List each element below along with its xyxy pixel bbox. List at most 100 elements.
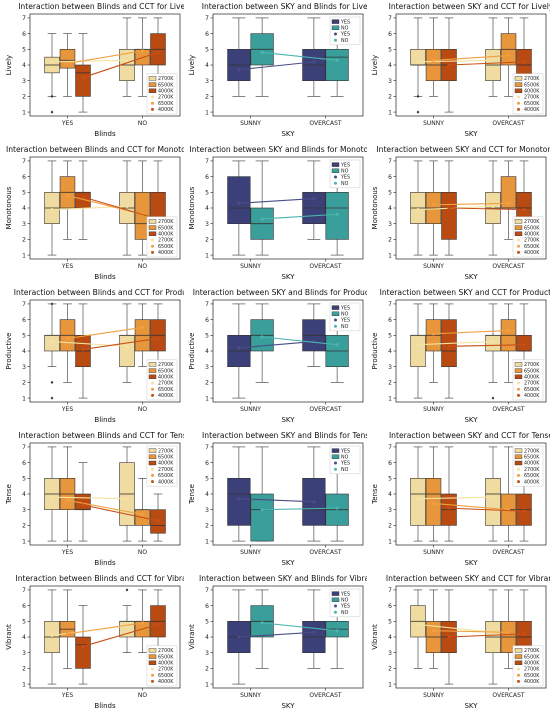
- mean-point-2700K: [416, 60, 420, 64]
- legend-label: 2700K: [524, 667, 540, 673]
- mean-point-4000K: [447, 506, 451, 510]
- mean-point-6500K: [506, 329, 511, 333]
- chart-panel: Interaction between SKY and CCT for Vibr…: [371, 574, 550, 710]
- legend-label: 6500K: [158, 368, 174, 374]
- legend-label: 4000K: [158, 250, 174, 256]
- box-6500K-SUNNY: [425, 17, 442, 97]
- x-tick-label: SUNNY: [240, 406, 261, 413]
- mean-point-4000K: [81, 347, 85, 352]
- box-NO-SUNNY: [250, 589, 274, 669]
- box-4000K-NO: [150, 303, 166, 384]
- box-YES-SUNNY: [227, 160, 251, 256]
- y-tick-label: 4: [388, 634, 392, 641]
- x-tick-label: OVERCAST: [492, 549, 524, 556]
- legend-label: YES: [340, 448, 350, 454]
- x-axis-label: SKY: [464, 559, 478, 567]
- mean-point-6500K: [65, 632, 70, 636]
- y-tick-label: 4: [22, 62, 26, 69]
- y-tick-label: 1: [205, 395, 209, 402]
- chart-title: Interaction between SKY and Blinds for P…: [193, 288, 367, 297]
- mean-point-YES: [237, 201, 241, 205]
- y-tick-label: 6: [205, 317, 209, 324]
- legend-label: YES: [340, 305, 350, 311]
- y-tick-label: 6: [205, 31, 209, 38]
- y-tick-label: 7: [22, 587, 26, 594]
- x-axis-label: SKY: [464, 130, 478, 138]
- mean-point-2700K: [125, 497, 129, 501]
- chart-panel: Interaction between Blinds and CCT for M…: [5, 145, 184, 281]
- y-tick-label: 7: [22, 15, 26, 22]
- legend-swatch: [514, 654, 523, 659]
- x-axis-label: Blinds: [94, 702, 116, 710]
- x-tick-label: NO: [138, 549, 147, 556]
- y-tick-label: 5: [388, 619, 392, 626]
- legend-swatch: [331, 597, 340, 602]
- box-6500K-OVERCAST: [500, 589, 517, 669]
- y-tick-label: 7: [22, 444, 26, 451]
- x-tick-label: OVERCAST: [492, 692, 524, 699]
- mean-point-2700K: [50, 60, 54, 64]
- mean-point-YES: [312, 630, 316, 634]
- y-axis-label: Lively: [5, 55, 13, 75]
- legend-marker: [151, 101, 154, 105]
- legend-swatch: [331, 305, 340, 310]
- mean-point-2700K: [491, 495, 495, 499]
- y-tick-label: 4: [205, 348, 209, 355]
- legend-swatch: [514, 225, 523, 230]
- y-axis-label: Monotonous: [371, 186, 379, 229]
- legend-label: 2700K: [524, 219, 540, 225]
- legend-swatch: [514, 88, 523, 94]
- mean-line-6500K: [67, 50, 143, 64]
- legend-label: 6500K: [524, 225, 540, 231]
- mean-point-6500K: [140, 325, 145, 330]
- box-6500K-SUNNY: [425, 589, 442, 669]
- y-tick-label: 1: [22, 252, 26, 259]
- y-tick-label: 7: [22, 301, 26, 308]
- legend-swatch: [331, 454, 340, 459]
- chart-title: Interaction between SKY and Blinds for M…: [190, 145, 367, 154]
- y-tick-label: 7: [205, 444, 209, 451]
- outlier-point: [125, 588, 129, 592]
- x-tick-label: SUNNY: [423, 692, 444, 699]
- mean-point-2700K: [50, 339, 54, 344]
- y-tick-label: 1: [22, 395, 26, 402]
- x-axis-label: Blinds: [94, 559, 116, 567]
- legend-swatch: [514, 648, 523, 653]
- box-6500K-OVERCAST: [500, 303, 517, 383]
- box-NO-SUNNY: [250, 446, 274, 542]
- y-tick-label: 5: [22, 333, 26, 340]
- mean-line-2700K: [51, 59, 128, 63]
- outlier-point: [416, 94, 420, 98]
- legend-label: 4000K: [158, 107, 174, 113]
- y-tick-label: 5: [22, 47, 26, 54]
- box-YES-SUNNY: [227, 17, 251, 97]
- mean-point-6500K: [65, 336, 70, 341]
- legend-label: 2700K: [158, 238, 174, 244]
- y-axis-label: Tense: [188, 484, 196, 505]
- legend-marker: [334, 32, 337, 36]
- legend-swatch: [148, 454, 157, 459]
- mean-point-YES: [312, 196, 316, 201]
- legend-marker: [151, 250, 154, 254]
- chart-title: Interaction between SKY and CCT for Live…: [389, 2, 550, 11]
- y-tick-label: 3: [388, 650, 392, 657]
- chart-title: Interaction between SKY and Blinds for L…: [202, 2, 367, 11]
- x-tick-label: SUNNY: [240, 549, 261, 556]
- box-YES-OVERCAST: [302, 303, 326, 367]
- legend-swatch: [514, 76, 523, 81]
- mean-line-NO: [262, 51, 338, 61]
- legend-marker: [151, 244, 154, 248]
- y-tick-label: 4: [388, 491, 392, 498]
- chart-title: Interaction between Blinds and CCT for L…: [18, 2, 184, 11]
- y-tick-label: 6: [388, 317, 392, 324]
- legend-label: 2700K: [158, 667, 174, 673]
- y-tick-label: 6: [22, 317, 26, 324]
- x-tick-label: OVERCAST: [309, 549, 341, 556]
- legend-swatch: [148, 460, 157, 466]
- legend-label: 2700K: [158, 76, 174, 82]
- mean-point-NO: [335, 506, 339, 510]
